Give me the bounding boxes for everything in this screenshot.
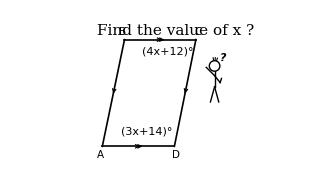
Text: A: A — [97, 150, 104, 161]
Text: Find the value of x ?: Find the value of x ? — [98, 24, 255, 38]
Text: C: C — [194, 27, 202, 37]
Text: (4x+12)°: (4x+12)° — [142, 47, 193, 57]
Text: D: D — [172, 150, 180, 161]
Text: B: B — [119, 27, 126, 37]
Text: (3x+14)°: (3x+14)° — [121, 127, 172, 137]
Text: ?: ? — [220, 53, 226, 63]
